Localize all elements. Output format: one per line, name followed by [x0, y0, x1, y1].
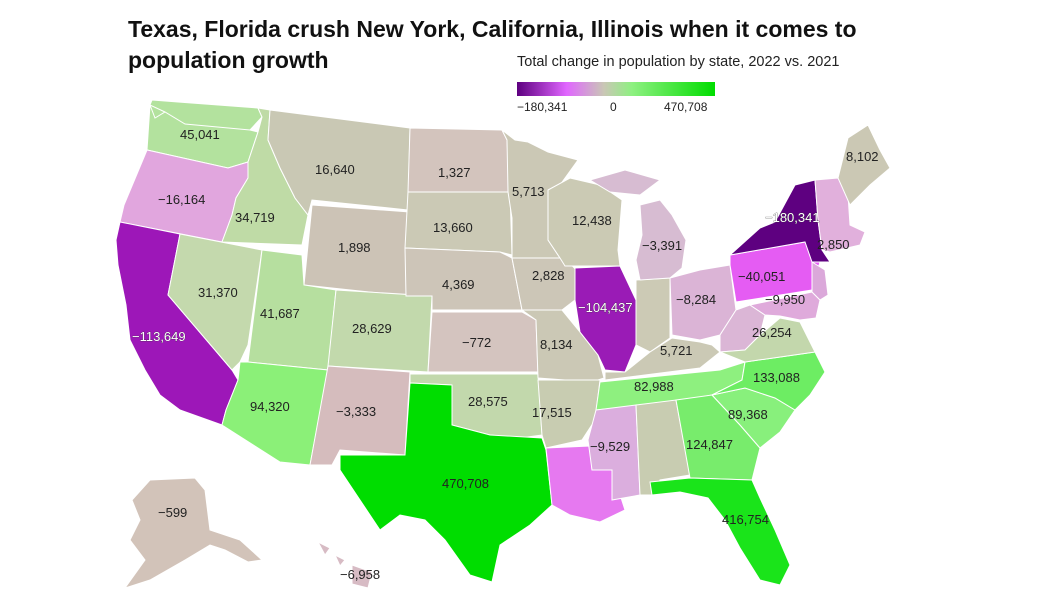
label-NE-states: 2,850: [817, 237, 850, 252]
state-NJ[interactable]: [811, 261, 829, 301]
state-AR[interactable]: [537, 379, 601, 449]
label-ND: 1,327: [438, 165, 471, 180]
legend-color-scale: [517, 82, 715, 96]
label-OK: 28,575: [468, 394, 508, 409]
label-AR: 17,515: [532, 405, 572, 420]
label-TN: 82,988: [634, 379, 674, 394]
state-AK[interactable]: [123, 477, 264, 589]
legend-max-label: 470,708: [664, 100, 708, 114]
state-ME[interactable]: [837, 124, 891, 206]
legend-min-label: −180,341: [517, 100, 568, 114]
label-IL: −104,437: [578, 300, 633, 315]
legend-mid-label: 0: [610, 100, 617, 114]
state-VA[interactable]: [719, 317, 816, 363]
label-NE: 4,369: [442, 277, 475, 292]
label-LA: −9,529: [590, 439, 630, 454]
label-HI: −6,958: [340, 567, 380, 582]
label-KS: −772: [462, 335, 491, 350]
label-MT: 16,640: [315, 162, 355, 177]
label-TX: 470,708: [442, 476, 489, 491]
label-IA: 2,828: [532, 268, 565, 283]
state-NE[interactable]: [404, 247, 523, 311]
state-TX[interactable]: [339, 382, 553, 583]
label-OR: −16,164: [158, 192, 205, 207]
state-WI[interactable]: [547, 177, 623, 267]
label-MD: −9,950: [765, 292, 805, 307]
label-NM: −3,333: [336, 404, 376, 419]
label-MN: 5,713: [512, 184, 545, 199]
label-MO: 8,134: [540, 337, 573, 352]
label-NC: 133,088: [753, 370, 800, 385]
label-OH: −8,284: [676, 292, 716, 307]
state-SD[interactable]: [404, 191, 513, 256]
state-KY[interactable]: [604, 337, 721, 381]
label-PA: −40,051: [738, 269, 785, 284]
state-FL[interactable]: [649, 477, 791, 586]
label-WI: 12,438: [572, 213, 612, 228]
state-NM[interactable]: [309, 365, 411, 466]
label-KY: 5,721: [660, 343, 693, 358]
state-IL[interactable]: [574, 265, 637, 373]
label-WY: 1,898: [338, 240, 371, 255]
label-NV: 31,370: [198, 285, 238, 300]
label-FL: 416,754: [722, 512, 769, 527]
label-AZ: 94,320: [250, 399, 290, 414]
chart-subtitle: Total change in population by state, 202…: [517, 54, 840, 70]
chart-title: Texas, Florida crush New York, Californi…: [128, 16, 857, 73]
label-NY: −180,341: [765, 210, 820, 225]
state-IN[interactable]: [635, 277, 671, 353]
label-MI: −3,391: [642, 238, 682, 253]
label-SC: 89,368: [728, 407, 768, 422]
label-VA: 26,254: [752, 325, 792, 340]
label-ID: 34,719: [235, 210, 275, 225]
label-SD: 13,660: [433, 220, 473, 235]
state-MI[interactable]: [588, 169, 687, 281]
state-NC[interactable]: [711, 351, 826, 411]
state-value-labels: 45,041 −16,164 −113,649 34,719 31,370 16…: [132, 127, 879, 582]
label-AK: −599: [158, 505, 187, 520]
label-CA: −113,649: [132, 329, 186, 344]
label-GA: 124,847: [686, 437, 733, 452]
label-ME: 8,102: [846, 149, 879, 164]
state-MO[interactable]: [520, 309, 605, 383]
state-ND[interactable]: [407, 127, 511, 193]
label-WA: 45,041: [180, 127, 220, 142]
label-UT: 41,687: [260, 306, 300, 321]
state-HI[interactable]: [316, 540, 373, 589]
label-CO: 28,629: [352, 321, 392, 336]
